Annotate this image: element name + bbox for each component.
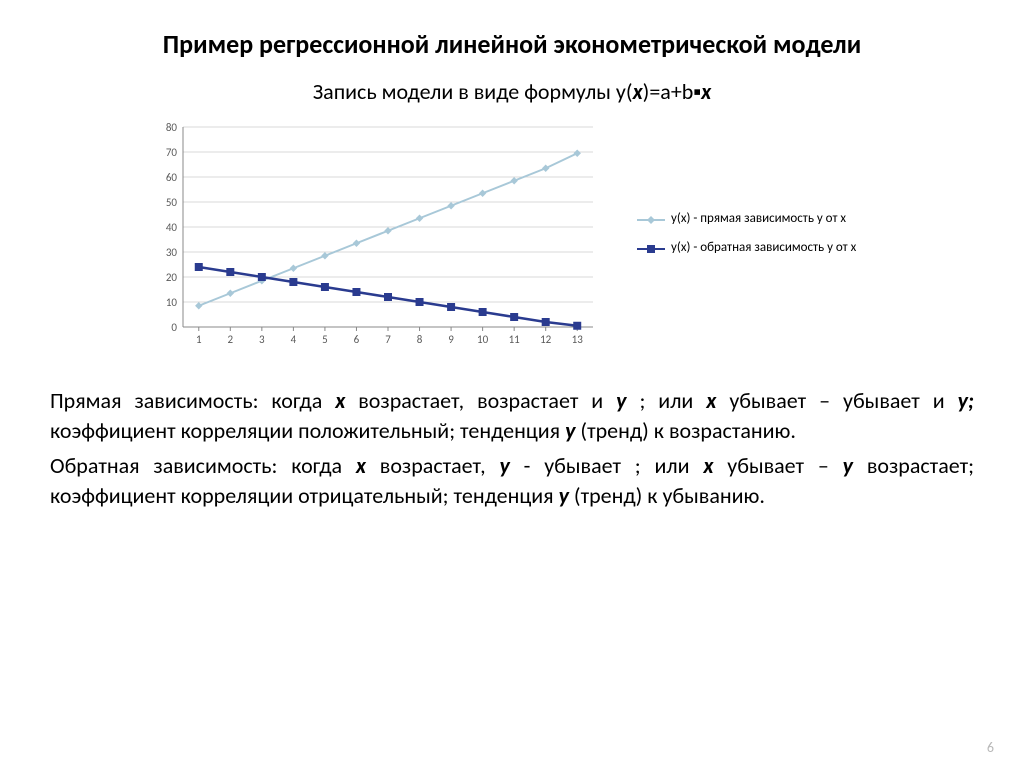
paragraph-direct: Прямая зависимость: когда x возрастает, … [50,386,974,445]
page-title: Пример регрессионной линейной эконометри… [50,28,974,60]
subtitle-pre: Запись модели в виде формулы y( [313,78,633,105]
svg-text:6: 6 [354,333,360,346]
paragraph-inverse: Обратная зависимость: когда x возрастает… [50,451,974,510]
svg-text:0: 0 [171,321,177,334]
svg-text:80: 80 [166,121,178,134]
subtitle-mid: )=a+b▪ [643,78,701,105]
svg-text:2: 2 [228,333,234,346]
svg-text:11: 11 [509,333,521,346]
svg-text:40: 40 [166,221,178,234]
svg-text:12: 12 [540,333,552,346]
svg-text:50: 50 [166,196,178,209]
page-number: 6 [987,739,994,756]
svg-text:5: 5 [322,333,328,346]
svg-text:9: 9 [448,333,454,346]
chart: 0102030405060708012345678910111213 [147,121,607,356]
svg-text:10: 10 [166,296,178,309]
chart-svg: 0102030405060708012345678910111213 [147,121,607,351]
legend-item: y(x) - обратная зависимость y от x [637,239,877,257]
svg-text:7: 7 [385,333,391,346]
svg-text:10: 10 [477,333,489,346]
legend-label: y(x) - обратная зависимость y от x [671,239,856,257]
svg-text:3: 3 [259,333,265,346]
svg-text:8: 8 [417,333,423,346]
svg-text:20: 20 [166,271,178,284]
svg-text:60: 60 [166,171,178,184]
legend-label: y(x) - прямая зависимость y от x [671,210,846,228]
subtitle-x2: x [701,78,711,105]
chart-row: 0102030405060708012345678910111213 y(x) … [50,121,974,356]
legend: y(x) - прямая зависимость y от x y(x) - о… [637,210,877,266]
svg-text:13: 13 [572,333,584,346]
svg-text:30: 30 [166,246,178,259]
subtitle: Запись модели в виде формулы y(x)=a+b▪x [50,78,974,105]
svg-text:1: 1 [196,333,202,346]
svg-text:70: 70 [166,146,178,159]
subtitle-x: x [633,78,643,105]
legend-item: y(x) - прямая зависимость y от x [637,210,877,228]
svg-text:4: 4 [291,333,297,346]
